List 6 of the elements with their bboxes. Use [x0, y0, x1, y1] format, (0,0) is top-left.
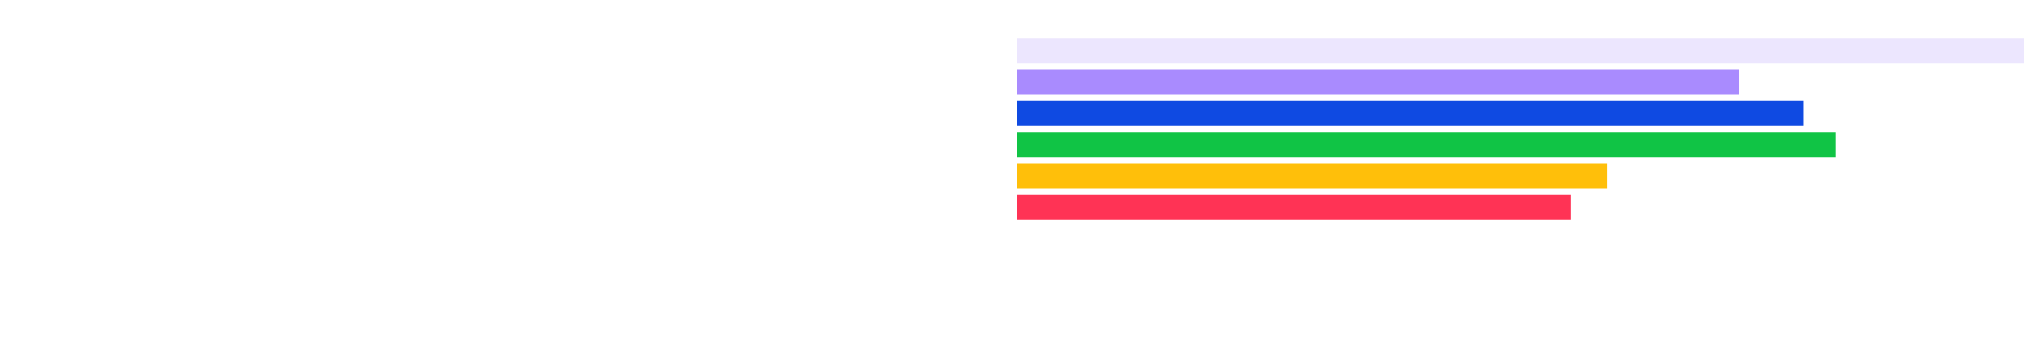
bar: [1017, 100, 1804, 126]
bar: [1017, 132, 1836, 158]
bar: [1017, 194, 1571, 220]
bar: [1017, 69, 1740, 95]
bar: [1017, 38, 2024, 64]
bar: [1017, 163, 1608, 189]
